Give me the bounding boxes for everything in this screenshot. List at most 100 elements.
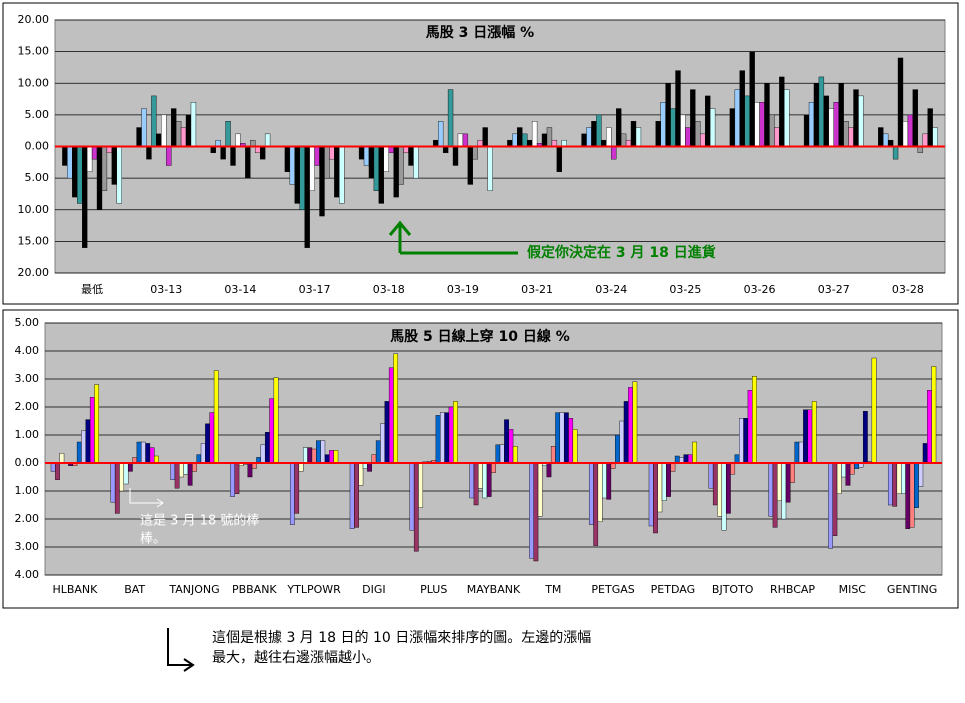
bar bbox=[546, 462, 552, 478]
bar bbox=[448, 406, 454, 464]
y-tick-label: 10.00 bbox=[18, 203, 50, 216]
x-tick-label: HLBANK bbox=[52, 583, 98, 596]
bar bbox=[220, 146, 226, 160]
y-tick-label: 1.00 bbox=[15, 484, 40, 497]
bar bbox=[329, 146, 335, 160]
x-tick-label: PLUS bbox=[420, 583, 447, 596]
bar bbox=[141, 108, 147, 147]
bar bbox=[721, 462, 727, 531]
x-tick-label: PBBANK bbox=[232, 583, 277, 596]
bar bbox=[670, 108, 676, 147]
bar bbox=[192, 462, 197, 472]
bar bbox=[931, 366, 937, 464]
bar bbox=[418, 462, 424, 508]
bar bbox=[630, 120, 637, 147]
x-tick-label: BAT bbox=[124, 583, 145, 596]
bar bbox=[55, 462, 60, 480]
x-tick-label: 03-17 bbox=[299, 283, 331, 296]
bar bbox=[77, 146, 83, 204]
bar bbox=[50, 462, 56, 472]
bar bbox=[311, 448, 317, 464]
bar bbox=[378, 146, 385, 204]
y-tick-label: 20.00 bbox=[18, 266, 50, 279]
x-tick-label: DIGI bbox=[362, 583, 385, 596]
note: 最大，越往右邊漲幅越小。 bbox=[212, 650, 380, 666]
bar bbox=[537, 462, 543, 517]
bar bbox=[209, 412, 215, 464]
bar bbox=[156, 133, 162, 147]
bar bbox=[149, 447, 155, 464]
bar bbox=[666, 462, 671, 497]
bar bbox=[110, 462, 116, 503]
y-tick-label: 3.00 bbox=[15, 372, 40, 385]
bar bbox=[784, 89, 790, 147]
bar bbox=[764, 83, 770, 147]
x-tick-label: 03-18 bbox=[373, 283, 405, 296]
bar bbox=[555, 412, 561, 464]
bar bbox=[932, 127, 938, 147]
bar bbox=[823, 95, 830, 147]
bar bbox=[657, 462, 663, 513]
bar bbox=[166, 146, 172, 166]
bar bbox=[729, 108, 736, 147]
bar bbox=[145, 443, 151, 464]
x-tick-label: YTLPOWR bbox=[286, 583, 341, 596]
bar bbox=[358, 462, 364, 486]
arrow bbox=[388, 220, 518, 255]
x-tick-label: PETGAS bbox=[591, 583, 634, 596]
bar bbox=[205, 423, 210, 464]
bar bbox=[314, 146, 320, 166]
bar bbox=[469, 462, 475, 499]
bar bbox=[803, 114, 810, 147]
bar bbox=[435, 415, 441, 464]
bar bbox=[683, 454, 689, 464]
bar bbox=[453, 401, 458, 464]
x-tick-label: MAYBANK bbox=[467, 583, 521, 596]
bar bbox=[91, 146, 98, 160]
x-tick-label: 03-24 bbox=[595, 283, 627, 296]
bar bbox=[896, 462, 902, 494]
bar bbox=[495, 444, 501, 464]
bar bbox=[902, 120, 909, 147]
bar bbox=[89, 397, 95, 464]
bar bbox=[912, 89, 919, 147]
bar bbox=[623, 401, 629, 464]
bar bbox=[180, 127, 187, 147]
y-tick-label: 10.00 bbox=[18, 76, 50, 89]
bar bbox=[170, 108, 177, 147]
bar bbox=[413, 462, 419, 552]
bar bbox=[307, 447, 313, 464]
bar bbox=[230, 146, 236, 166]
bar bbox=[491, 462, 496, 474]
bar bbox=[828, 462, 833, 549]
bar bbox=[384, 401, 390, 464]
bar bbox=[170, 462, 176, 480]
bar bbox=[563, 412, 569, 464]
bar bbox=[832, 462, 838, 537]
bar bbox=[409, 462, 415, 531]
bar bbox=[777, 462, 782, 501]
bar bbox=[568, 418, 574, 464]
bar bbox=[730, 462, 736, 475]
bar bbox=[848, 127, 854, 147]
bar bbox=[838, 83, 844, 147]
bar bbox=[76, 441, 82, 464]
bar bbox=[774, 127, 780, 147]
bar bbox=[695, 120, 701, 147]
bar bbox=[845, 462, 851, 486]
bar bbox=[709, 108, 716, 147]
bar bbox=[853, 89, 859, 147]
bar bbox=[299, 146, 305, 210]
x-tick-label: 03-27 bbox=[818, 283, 850, 296]
bar bbox=[843, 120, 849, 147]
bar bbox=[550, 446, 556, 464]
bar bbox=[841, 462, 846, 478]
bar bbox=[581, 133, 587, 147]
bar bbox=[368, 146, 375, 179]
bar bbox=[620, 133, 627, 147]
bar bbox=[901, 462, 906, 494]
bar bbox=[457, 133, 464, 147]
bar bbox=[111, 146, 118, 185]
bar bbox=[114, 462, 120, 514]
bar bbox=[704, 95, 711, 147]
